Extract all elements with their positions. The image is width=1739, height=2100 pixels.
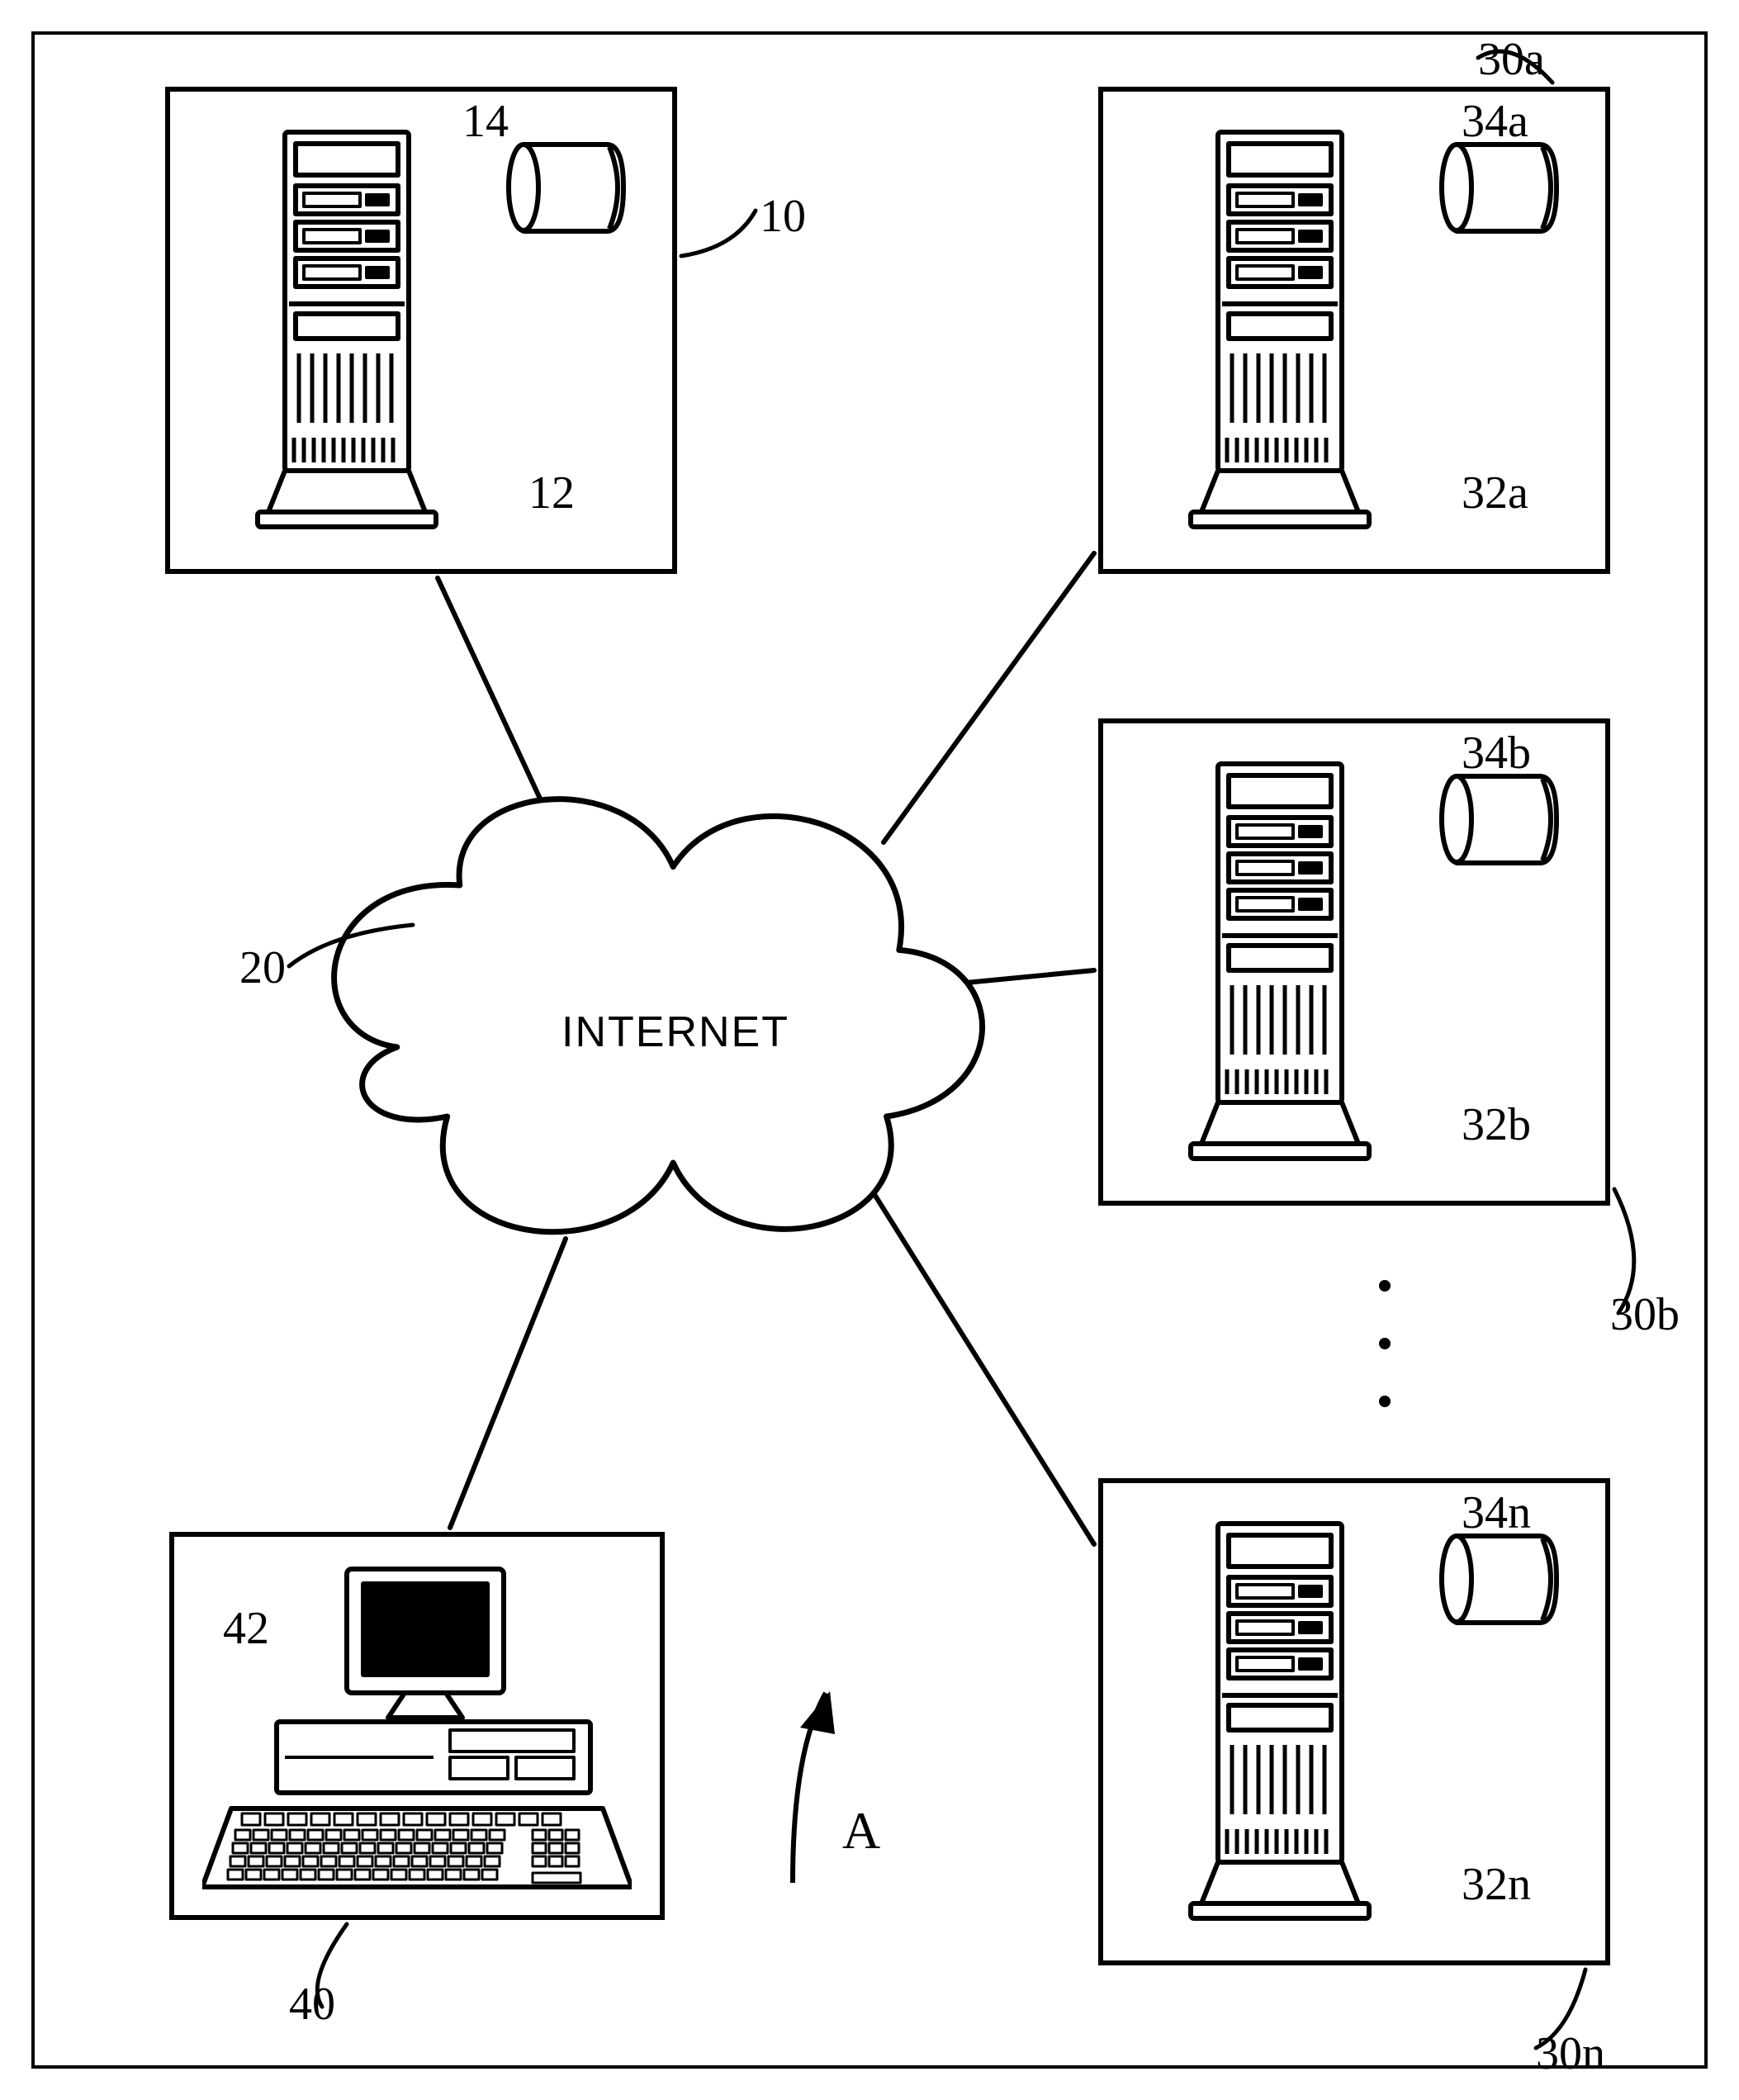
reference-label-34n: 34n bbox=[1462, 1486, 1531, 1539]
server-icon-10 bbox=[239, 124, 454, 553]
edge-cloud-30b bbox=[966, 970, 1094, 983]
leader-10 bbox=[681, 211, 756, 256]
leader-20 bbox=[289, 925, 413, 966]
server-icon-30b bbox=[1173, 756, 1387, 1185]
reference-label-12: 12 bbox=[528, 467, 575, 519]
reference-label-30a: 30a bbox=[1478, 33, 1545, 86]
edge-cloud-10 bbox=[438, 578, 545, 809]
reference-label-14: 14 bbox=[462, 95, 509, 148]
system-label-A: A bbox=[842, 1800, 880, 1861]
continuation-dot bbox=[1379, 1396, 1391, 1407]
server-icon-30a bbox=[1173, 124, 1387, 553]
internet-label: INTERNET bbox=[562, 1007, 789, 1057]
edge-cloud-30a bbox=[884, 553, 1094, 842]
database-icon-30n bbox=[1437, 1532, 1561, 1627]
reference-label-34a: 34a bbox=[1462, 95, 1528, 148]
reference-label-20: 20 bbox=[239, 941, 286, 994]
diagram-canvas: 12 14 10 32a 34a 30a 32b 34b 30b 32n 34n 30n 42 40 INT… bbox=[0, 0, 1739, 2100]
reference-label-32a: 32a bbox=[1462, 467, 1528, 519]
server-icon-30n bbox=[1173, 1515, 1387, 1945]
edge-cloud-30n bbox=[871, 1189, 1094, 1544]
reference-label-42: 42 bbox=[223, 1602, 269, 1655]
reference-label-32n: 32n bbox=[1462, 1858, 1531, 1911]
arrowhead-icon bbox=[800, 1691, 835, 1734]
continuation-dot bbox=[1379, 1280, 1391, 1292]
reference-label-10: 10 bbox=[760, 190, 806, 243]
reference-label-30b: 30b bbox=[1610, 1288, 1680, 1341]
edge-cloud-40 bbox=[450, 1239, 566, 1528]
reference-label-40: 40 bbox=[289, 1978, 335, 2031]
reference-label-30n: 30n bbox=[1536, 2027, 1605, 2080]
system-reference-arrow bbox=[793, 1693, 826, 1883]
database-icon-30a bbox=[1437, 140, 1561, 235]
database-icon-10 bbox=[504, 140, 628, 235]
database-icon-30b bbox=[1437, 772, 1561, 867]
continuation-dot bbox=[1379, 1338, 1391, 1349]
reference-label-34b: 34b bbox=[1462, 727, 1531, 780]
reference-label-32b: 32b bbox=[1462, 1098, 1531, 1151]
